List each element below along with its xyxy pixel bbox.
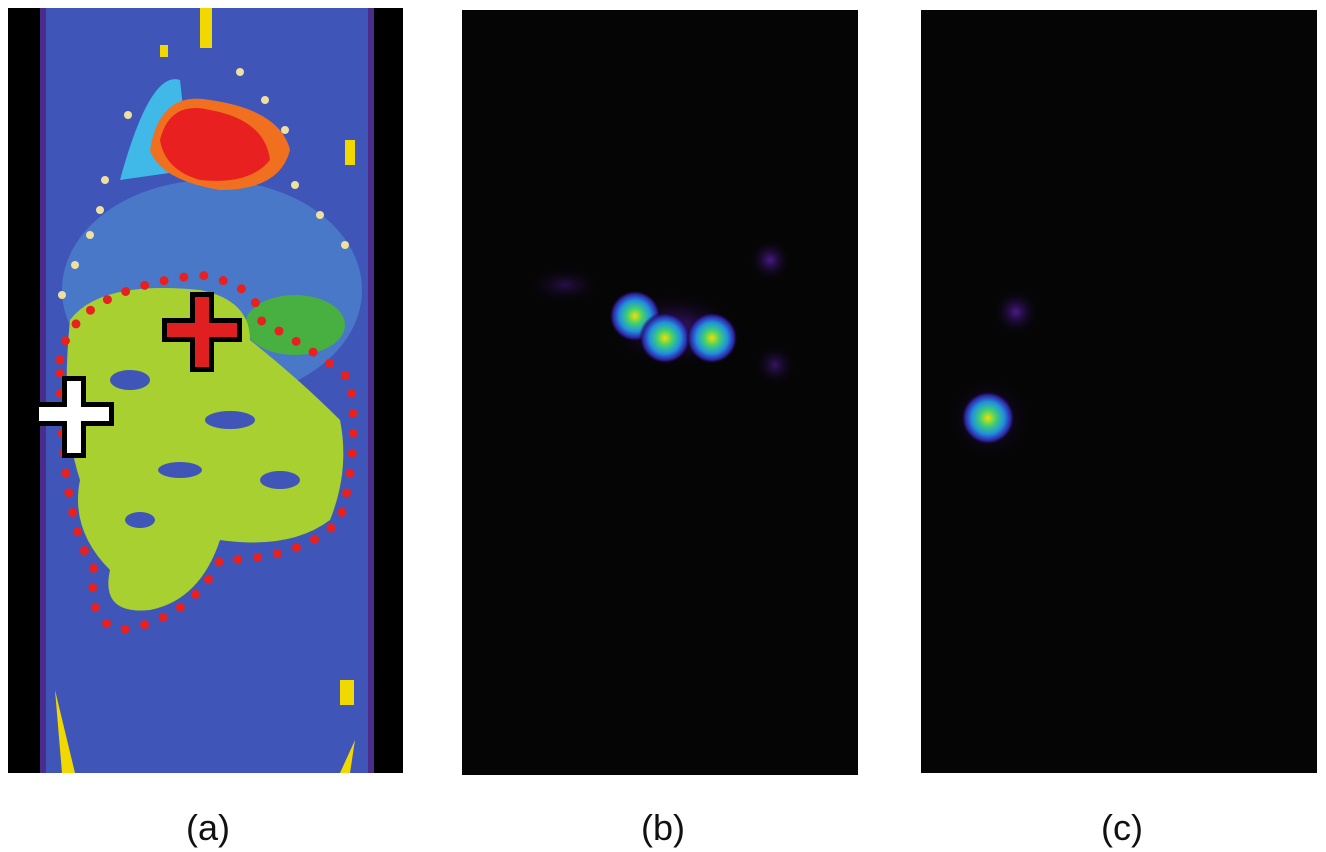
- panel-c-image: [921, 10, 1317, 773]
- panel-b-image: [462, 10, 858, 775]
- figure: (a) (b) (c): [0, 0, 1326, 852]
- page: (a) (b) (c) (() => { const data = JSON.p…: [0, 0, 1326, 852]
- panel-label: (c): [1101, 807, 1143, 848]
- panel-a-image: [8, 8, 403, 773]
- panel-label: (a): [186, 807, 230, 848]
- panel-label: (b): [641, 807, 685, 848]
